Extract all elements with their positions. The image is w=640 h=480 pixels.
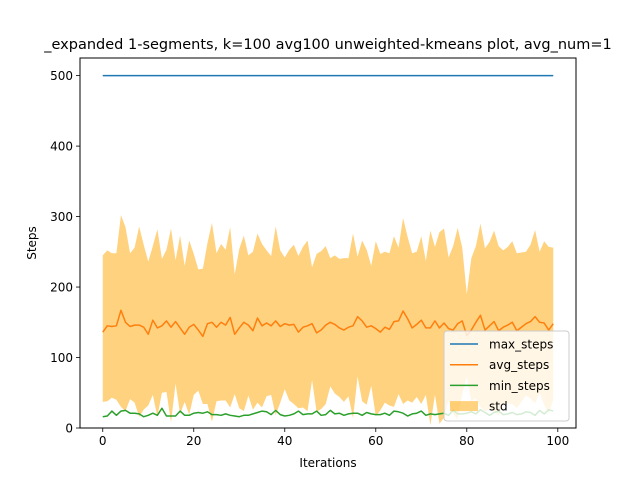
x-tick-label: 100	[546, 434, 569, 448]
x-tick-label: 40	[277, 434, 292, 448]
x-tick-label: 20	[186, 434, 201, 448]
legend-swatch-std	[450, 401, 478, 412]
legend-box	[443, 330, 570, 422]
y-tick-label: 200	[50, 281, 73, 295]
std-band	[102, 215, 554, 426]
std-band-layer	[102, 215, 554, 426]
y-axis: 0 100 200 300 400 500	[50, 69, 80, 436]
x-tick-label: 60	[368, 434, 383, 448]
y-axis-label: Steps	[25, 226, 39, 260]
x-tick-label: 0	[99, 434, 107, 448]
legend-label: max_steps	[489, 338, 553, 352]
y-tick-label: 100	[50, 351, 73, 365]
y-tick-label: 400	[50, 140, 73, 154]
y-tick-label: 300	[50, 210, 73, 224]
legend-label: min_steps	[489, 379, 550, 393]
chart-title: _expanded 1-segments, k=100 avg100 unwei…	[43, 37, 611, 53]
series-line-avg-steps	[102, 309, 554, 338]
y-tick-label: 0	[65, 422, 73, 436]
x-axis-label: Iterations	[299, 456, 356, 470]
y-tick-label: 500	[50, 69, 73, 83]
legend-label: avg_steps	[489, 358, 549, 372]
plot-frame	[79, 57, 577, 429]
x-tick-label: 80	[459, 434, 474, 448]
legend-label: std	[489, 400, 508, 414]
x-axis: 0 20 40 60 80 100	[99, 428, 569, 448]
